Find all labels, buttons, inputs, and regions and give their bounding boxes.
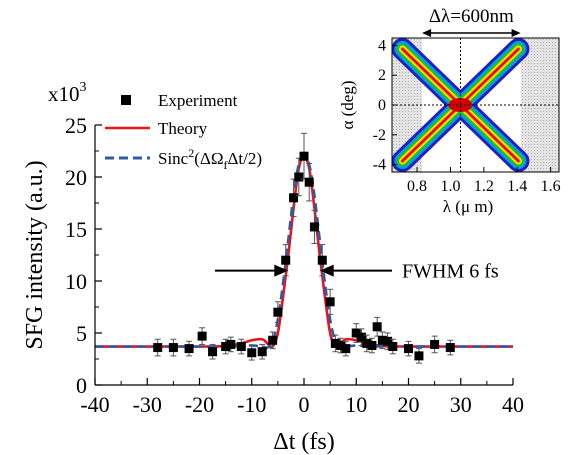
x-tick-label: 40 (502, 392, 524, 417)
data-point (236, 342, 246, 352)
data-point (184, 344, 194, 354)
data-point (294, 172, 304, 182)
data-point (299, 151, 309, 161)
y-multiplier: x103 (48, 80, 87, 106)
data-point (351, 328, 361, 338)
y-tick-label: 20 (65, 165, 87, 190)
data-point (273, 307, 283, 317)
data-point (336, 340, 346, 350)
bandwidth-arrowhead-left (422, 29, 432, 37)
data-point (268, 335, 278, 345)
x-tick-label: -30 (133, 392, 162, 417)
data-point (257, 347, 267, 357)
x-tick-label: -20 (185, 392, 214, 417)
inset-y-tick-label: 0 (378, 97, 386, 114)
data-point (208, 347, 218, 357)
bandwidth-label: Δλ=600nm (429, 6, 514, 27)
inset-y-tick-label: 2 (378, 67, 386, 84)
inset-x-tick-label: 1.2 (474, 178, 494, 195)
x-tick-label: 30 (450, 392, 472, 417)
legend: Experiment Theory Sinc2(ΔΩfΔt/2) (105, 91, 262, 172)
inset-y-tick-label: -4 (373, 157, 386, 174)
data-point (383, 336, 393, 346)
data-point (445, 343, 455, 353)
legend-label-experiment: Experiment (158, 91, 238, 110)
legend-label-theory: Theory (158, 119, 208, 138)
y-tick-label: 25 (65, 113, 87, 138)
data-point (356, 332, 366, 342)
data-point (153, 343, 163, 353)
data-point (304, 177, 314, 187)
data-point (404, 344, 413, 354)
x-tick-label: -40 (80, 392, 109, 417)
inset-y-tick-label: 4 (378, 37, 386, 54)
fwhm-arrowhead-left (274, 264, 289, 277)
data-point (414, 351, 424, 361)
data-point (377, 335, 387, 345)
data-point (330, 338, 340, 348)
legend-label-sinc: Sinc2(ΔΩfΔt/2) (158, 146, 262, 172)
y-tick-label: 15 (65, 217, 87, 242)
data-point (281, 255, 291, 265)
x-tick-label: 20 (398, 392, 420, 417)
data-point (309, 222, 319, 232)
data-point (341, 344, 351, 354)
data-point (317, 255, 327, 265)
fwhm-annotation: FWHM 6 fs (215, 261, 499, 283)
inset-x-tick-label: 1.4 (507, 178, 527, 195)
data-point (221, 342, 231, 352)
inset-x-tick-label: 1.6 (541, 178, 561, 195)
legend-marker-experiment (121, 95, 131, 105)
y-tick-label: 5 (76, 321, 87, 346)
inset-x-tick-label: 1.0 (440, 178, 460, 195)
x-tick-label: 10 (345, 392, 367, 417)
data-point (362, 338, 372, 348)
inset-x-axis-title: λ (μ m) (443, 197, 493, 216)
data-point (325, 297, 335, 307)
x-axis-title: Δt (fs) (273, 429, 334, 455)
bandwidth-arrowhead-right (511, 29, 521, 37)
data-point (430, 339, 440, 349)
data-point (289, 193, 299, 203)
y-tick-label: 0 (76, 373, 87, 398)
x-tick-label: 0 (299, 392, 310, 417)
data-point (247, 348, 257, 358)
data-point (226, 339, 236, 349)
data-point (197, 331, 207, 341)
fwhm-label: FWHM 6 fs (402, 261, 499, 283)
inset-x-tick-label: 0.8 (407, 178, 427, 195)
y-axis-title: SFG intensity (a.u.) (22, 160, 48, 349)
inset-y-axis-title: α (deg) (338, 80, 357, 129)
fwhm-arrowhead-right (319, 264, 334, 277)
inset-y-tick-label: -2 (373, 127, 386, 144)
x-tick-label: -10 (237, 392, 266, 417)
y-tick-label: 10 (65, 269, 87, 294)
data-point (367, 340, 377, 350)
data-point (372, 322, 382, 332)
data-point (168, 343, 178, 353)
data-point (388, 342, 398, 352)
